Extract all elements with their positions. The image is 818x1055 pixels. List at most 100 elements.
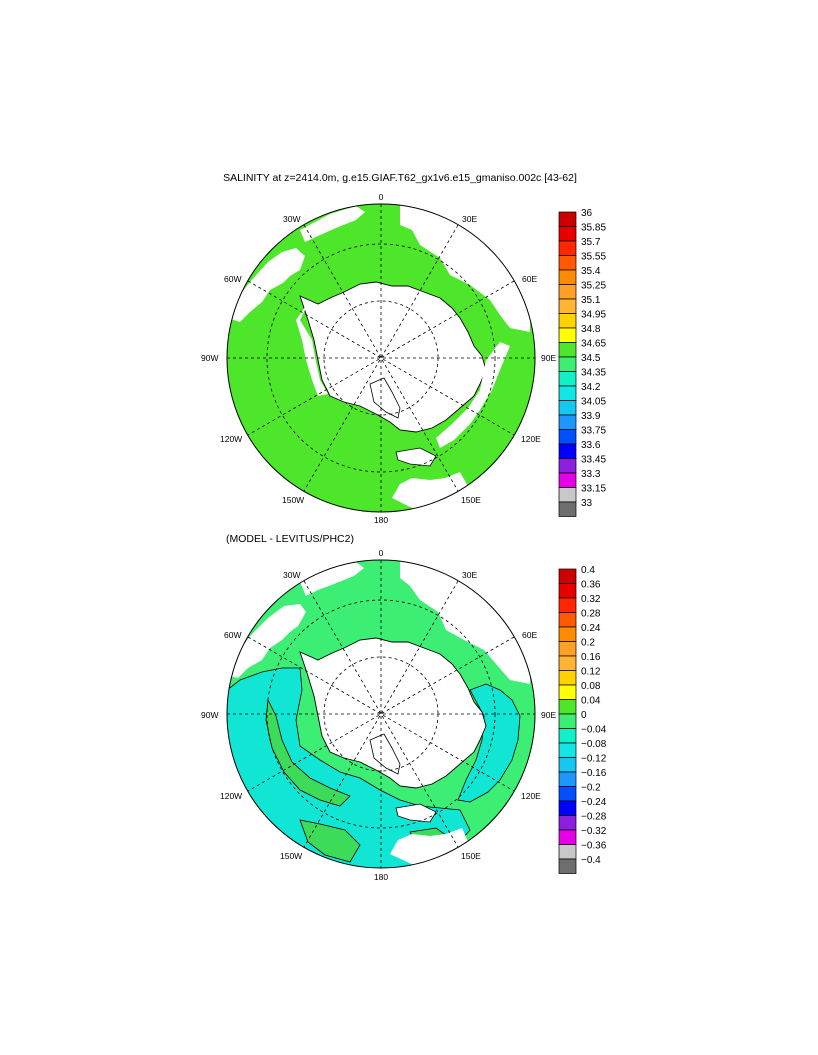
lon-label-30e-diff: 30E xyxy=(462,570,477,580)
atlantic-patch xyxy=(300,206,365,242)
colorbar-difference-swatch-5 xyxy=(558,641,577,657)
lon-label-60e-diff: 60E xyxy=(522,630,537,640)
lon-label-90e: 90E xyxy=(541,353,556,363)
colorbar-salinity-label-15: 33.75 xyxy=(581,426,606,437)
colorbar-difference-label-10: 0 xyxy=(581,710,587,721)
lon-label-90w: 90W xyxy=(201,353,218,363)
colorbar-salinity: 36 35.85 35.7 35.55 35.4 35.25 35.1 34.95 34.8 34… xyxy=(558,208,606,517)
colorbar-difference-swatch-8 xyxy=(558,684,577,700)
lon-label-90w-diff: 90W xyxy=(201,710,218,720)
colorbar-salinity-swatch-14 xyxy=(558,414,577,430)
colorbar-difference-swatch-3 xyxy=(558,612,577,628)
colorbar-difference-swatch-7 xyxy=(558,670,577,686)
colorbar-difference-label-18: −0.32 xyxy=(581,826,607,837)
colorbar-difference-label-1: 0.36 xyxy=(581,580,601,591)
difference-map: 0 180 90W 90E 30W 30E 60W 60E 120W 120E … xyxy=(201,548,556,882)
colorbar-difference-label-5: 0.2 xyxy=(581,638,595,649)
colorbar-difference-swatch-16 xyxy=(558,800,577,816)
lon-label-0-diff: 0 xyxy=(379,548,384,558)
colorbar-salinity-swatch-12 xyxy=(558,385,577,401)
colorbar-difference-swatch-13 xyxy=(558,757,577,773)
lon-label-120w-diff: 120W xyxy=(220,791,242,801)
colorbar-salinity-swatch-4 xyxy=(558,269,577,285)
colorbar-salinity-swatch-5 xyxy=(558,284,577,300)
colorbar-difference-label-3: 0.28 xyxy=(581,609,601,620)
colorbar-difference-label-14: −0.16 xyxy=(581,768,607,779)
lon-label-120w: 120W xyxy=(220,434,242,444)
colorbar-difference-label-15: −0.2 xyxy=(581,783,601,794)
colorbar-difference-label-7: 0.12 xyxy=(581,667,601,678)
colorbar-salinity-swatch-0 xyxy=(558,211,577,227)
positive-region-wedge xyxy=(265,698,351,807)
lon-label-30w-diff: 30W xyxy=(283,570,300,580)
colorbar-salinity-swatch-18 xyxy=(558,472,577,488)
east-coast-band xyxy=(436,342,510,448)
colorbar-difference: 0.4 0.36 0.32 0.28 0.24 0.2 0.16 0.12 0.08 0.04 0 −… xyxy=(558,565,607,874)
lon-label-60w-diff: 60W xyxy=(224,630,241,640)
lon-label-60w: 60W xyxy=(224,274,241,284)
colorbar-salinity-label-11: 34.35 xyxy=(581,368,606,379)
negative-region-east xyxy=(457,683,521,803)
colorbar-salinity-label-19: 33.15 xyxy=(581,484,606,495)
colorbar-salinity-swatch-8 xyxy=(558,327,577,343)
colorbar-salinity-label-17: 33.45 xyxy=(581,455,606,466)
colorbar-difference-swatch-18 xyxy=(558,829,577,845)
colorbar-difference-swatch-12 xyxy=(558,742,577,758)
colorbar-difference-label-12: −0.08 xyxy=(581,739,607,750)
colorbar-difference-label-9: 0.04 xyxy=(581,696,601,707)
colorbar-salinity-label-1: 35.85 xyxy=(581,223,606,234)
colorbar-salinity-label-4: 35.4 xyxy=(581,266,601,277)
colorbar-difference-label-0: 0.4 xyxy=(581,565,595,576)
colorbar-difference-swatch-17 xyxy=(558,815,577,831)
colorbar-salinity-label-20: 33 xyxy=(581,498,593,509)
ross-ice-diff xyxy=(369,733,401,775)
colorbar-salinity-label-0: 36 xyxy=(581,208,593,219)
colorbar-salinity-swatch-16 xyxy=(558,443,577,459)
colorbar-difference-label-20: −0.4 xyxy=(581,855,601,866)
colorbar-difference-label-8: 0.08 xyxy=(581,681,601,692)
colorbar-difference-label-17: −0.28 xyxy=(581,812,607,823)
colorbar-difference-swatch-14 xyxy=(558,771,577,787)
lon-label-180-diff: 180 xyxy=(374,872,388,882)
south-america-patch-diff xyxy=(228,604,306,678)
colorbar-salinity-swatch-1 xyxy=(558,226,577,242)
ross-sea-white-diff xyxy=(395,803,437,823)
colorbar-salinity-label-6: 35.1 xyxy=(581,295,601,306)
lon-label-120e-diff: 120E xyxy=(521,791,541,801)
positive-region-south xyxy=(299,819,361,863)
colorbar-salinity-label-5: 35.25 xyxy=(581,281,606,292)
colorbar-difference-swatch-10 xyxy=(558,713,577,729)
colorbar-salinity-label-9: 34.65 xyxy=(581,339,606,350)
lon-label-180: 180 xyxy=(374,515,388,525)
lon-label-30e: 30E xyxy=(462,214,477,224)
colorbar-salinity-swatch-2 xyxy=(558,240,577,256)
colorbar-salinity-label-16: 33.6 xyxy=(581,440,601,451)
colorbar-salinity-swatch-6 xyxy=(558,298,577,314)
lon-label-0: 0 xyxy=(379,192,384,202)
colorbar-salinity-swatch-17 xyxy=(558,458,577,474)
colorbar-difference-label-6: 0.16 xyxy=(581,652,601,663)
colorbar-salinity-swatch-10 xyxy=(558,356,577,372)
colorbar-salinity-swatch-15 xyxy=(558,429,577,445)
lon-label-90e-diff: 90E xyxy=(541,710,556,720)
map-title: SALINITY at z=2414.0m, g.e15.GIAF.T62_gx… xyxy=(223,172,577,184)
colorbar-difference-swatch-9 xyxy=(558,699,577,715)
colorbar-salinity-swatch-7 xyxy=(558,313,577,329)
lon-label-30w: 30W xyxy=(283,214,300,224)
graticule-diff xyxy=(227,560,535,868)
ross-sea-white xyxy=(395,447,437,467)
south-america-patch xyxy=(228,248,305,322)
colorbar-salinity-label-10: 34.5 xyxy=(581,353,601,364)
colorbar-salinity-label-7: 34.95 xyxy=(581,310,606,321)
lon-label-150e: 150E xyxy=(461,495,481,505)
west-coast-band xyxy=(296,300,328,396)
colorbar-salinity-swatch-20 xyxy=(558,501,577,517)
colorbar-salinity-label-13: 34.05 xyxy=(581,397,606,408)
colorbar-difference-label-2: 0.32 xyxy=(581,594,601,605)
colorbar-salinity-swatch-13 xyxy=(558,400,577,416)
lon-label-60e: 60E xyxy=(522,274,537,284)
colorbar-salinity-swatch-19 xyxy=(558,487,577,503)
colorbar-salinity-label-14: 33.9 xyxy=(581,411,601,422)
colorbar-difference-label-16: −0.24 xyxy=(581,797,607,808)
